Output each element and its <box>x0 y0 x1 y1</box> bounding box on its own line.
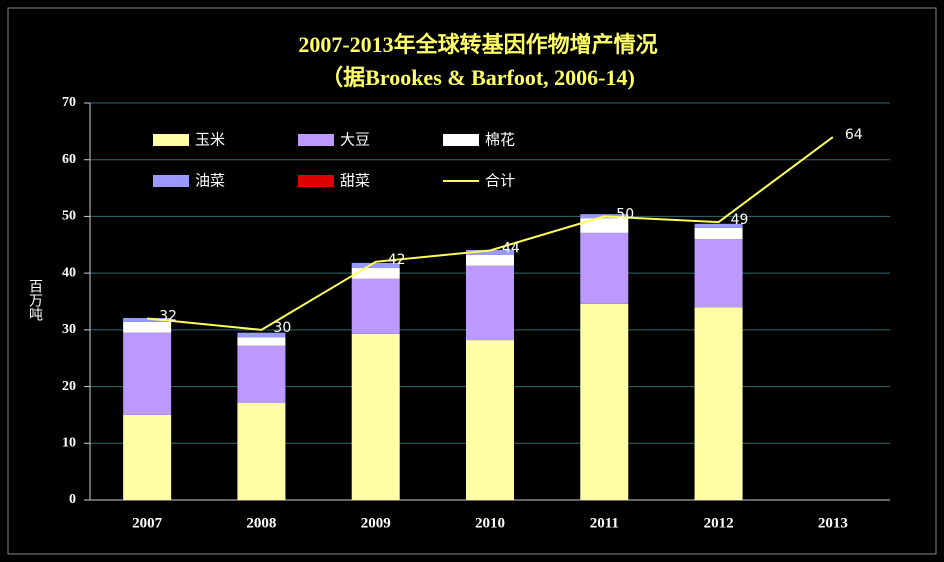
y-tick-label: 0 <box>69 492 76 507</box>
y-tick-label: 10 <box>62 436 76 451</box>
data-label: 42 <box>388 252 406 268</box>
data-label: 30 <box>273 320 291 336</box>
x-tick-label: 2012 <box>704 515 734 531</box>
bar <box>694 223 743 228</box>
legend-swatch <box>153 175 189 187</box>
bar <box>580 232 629 304</box>
bar <box>351 333 400 500</box>
x-tick-label: 2007 <box>132 515 163 531</box>
bar <box>694 307 743 500</box>
legend-swatch <box>298 134 334 146</box>
data-label: 32 <box>159 309 177 325</box>
legend-swatch <box>443 134 479 146</box>
bar <box>237 345 286 404</box>
y-tick-label: 60 <box>62 152 76 167</box>
bar <box>351 268 400 279</box>
data-label: 49 <box>731 212 749 228</box>
y-tick-label: 30 <box>62 322 76 337</box>
bar <box>580 303 629 500</box>
bar <box>237 332 286 338</box>
legend-swatch <box>153 134 189 146</box>
y-axis-label: 百万吨 <box>27 279 43 321</box>
bar <box>237 403 286 500</box>
chart-subtitle: （据Brookes & Barfoot, 2006-14) <box>321 65 635 90</box>
bar <box>466 249 514 255</box>
bar <box>123 321 172 333</box>
bar <box>123 332 172 415</box>
bar <box>123 414 172 500</box>
total-line <box>147 136 834 331</box>
bar <box>123 317 172 322</box>
bar <box>694 227 743 240</box>
legend-label: 油菜 <box>195 172 225 190</box>
bar <box>580 218 629 233</box>
bar <box>466 340 514 500</box>
y-tick-label: 20 <box>62 379 76 394</box>
y-tick-label: 50 <box>62 209 76 224</box>
data-label: 64 <box>845 127 863 143</box>
data-label: 44 <box>502 240 520 256</box>
legend-label: 合计 <box>485 172 515 190</box>
legend-label: 大豆 <box>340 131 370 149</box>
x-tick-label: 2008 <box>246 515 276 531</box>
x-tick-label: 2011 <box>590 515 619 531</box>
legend-swatch <box>298 175 334 187</box>
chart-title: 2007-2013年全球转基因作物增产情况 <box>298 32 657 57</box>
legend-label: 玉米 <box>195 131 225 149</box>
frame <box>7 7 937 555</box>
bar <box>694 239 743 308</box>
bar <box>351 278 400 334</box>
x-tick-label: 2009 <box>361 515 391 531</box>
legend-label: 棉花 <box>485 131 515 149</box>
x-tick-label: 2013 <box>818 515 848 531</box>
bar <box>466 254 514 266</box>
bar <box>466 265 514 341</box>
y-tick-label: 70 <box>62 95 76 110</box>
x-tick-label: 2010 <box>475 515 505 531</box>
y-tick-label: 40 <box>62 265 76 280</box>
bar <box>351 262 400 269</box>
data-label: 50 <box>616 206 634 222</box>
legend-label: 甜菜 <box>340 172 370 190</box>
bar <box>237 337 286 346</box>
